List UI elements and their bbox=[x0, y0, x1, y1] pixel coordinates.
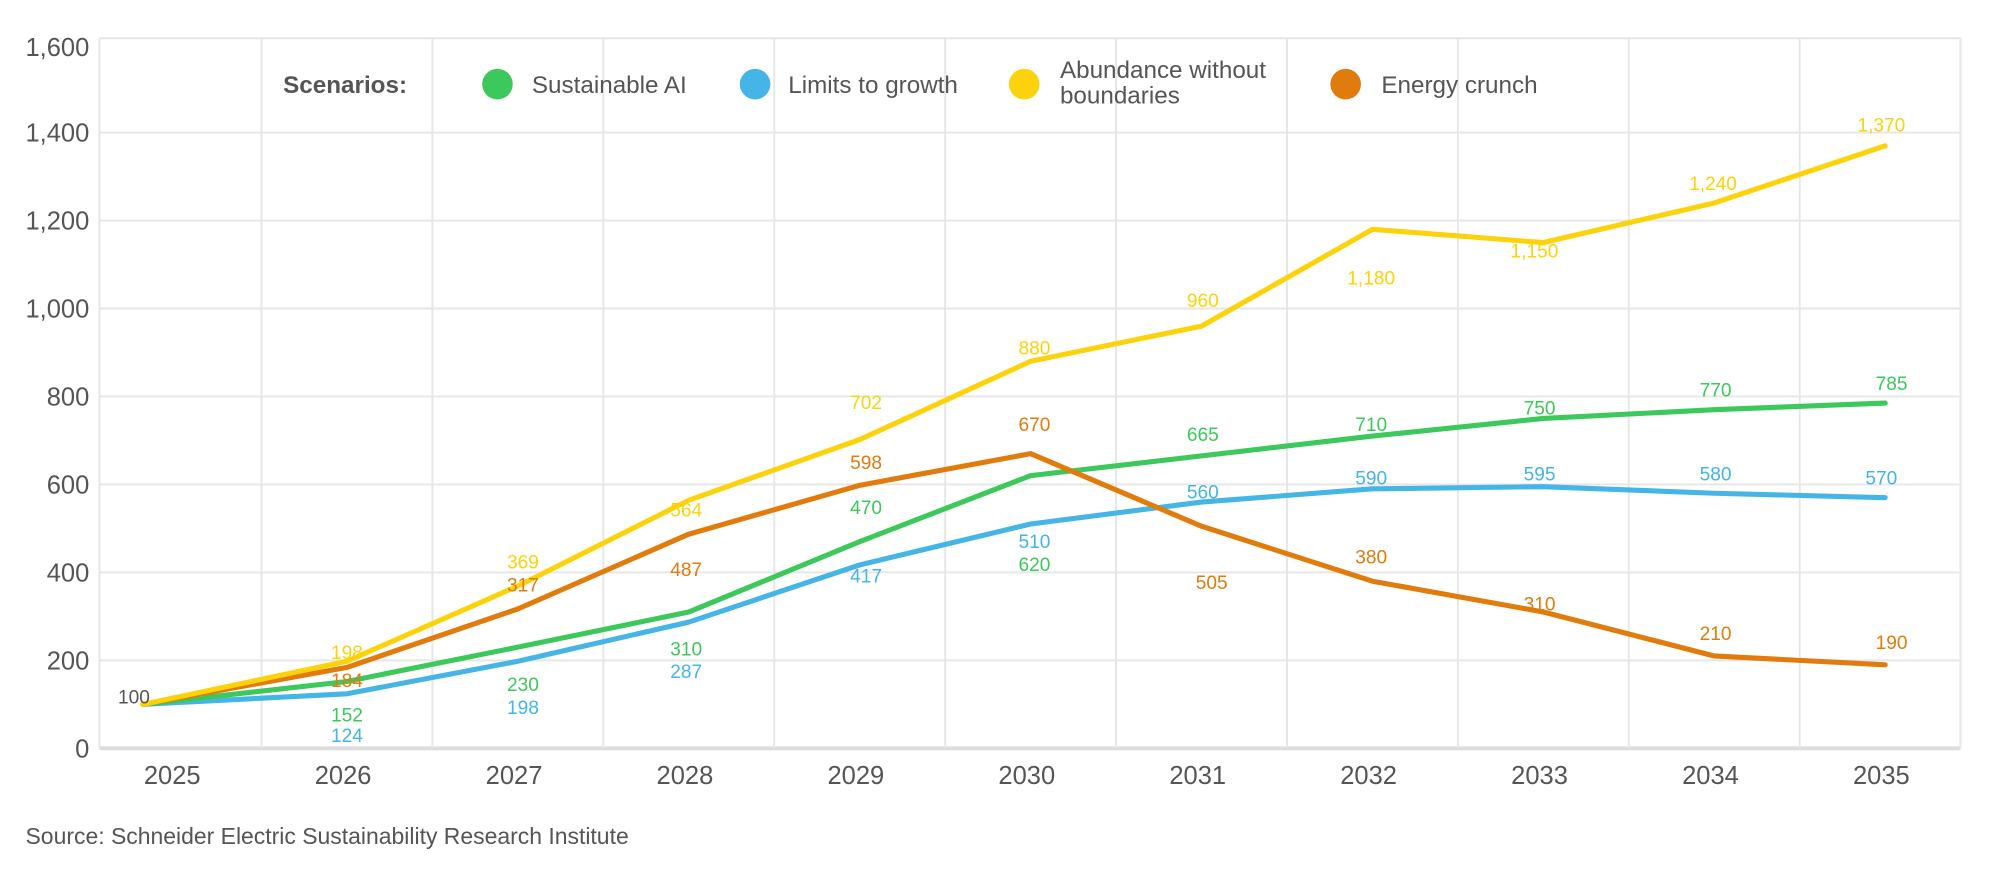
x-tick-label: 2029 bbox=[827, 762, 884, 790]
data-label: 210 bbox=[1700, 624, 1732, 645]
series-lines bbox=[140, 143, 1888, 707]
data-label: 190 bbox=[1876, 633, 1908, 654]
y-tick-label: 0 bbox=[75, 735, 89, 763]
data-label: 590 bbox=[1355, 468, 1387, 489]
data-label: 198 bbox=[507, 698, 539, 719]
data-label: 1,240 bbox=[1689, 174, 1737, 195]
legend: Scenarios: Sustainable AI Limits to growt… bbox=[283, 57, 1537, 109]
data-labels: 152 230 310 470 620 665 710 750 770 785 124 198 287 4… bbox=[118, 115, 1908, 747]
data-label: 670 bbox=[1018, 415, 1050, 436]
data-label: 564 bbox=[670, 500, 702, 521]
data-label: 369 bbox=[507, 553, 539, 574]
data-label: 417 bbox=[850, 567, 882, 588]
series-line-abundance-without-boundaries bbox=[140, 143, 1888, 707]
data-label: 287 bbox=[670, 662, 702, 683]
data-label: 785 bbox=[1876, 374, 1908, 395]
x-axis: 2025 2026 2027 2028 2029 2030 2031 2032 2033 2034… bbox=[144, 762, 1910, 790]
x-tick-label: 2034 bbox=[1682, 762, 1739, 790]
y-tick-label: 400 bbox=[47, 559, 90, 587]
data-label: 710 bbox=[1355, 415, 1387, 436]
series-line-sustainable-ai bbox=[140, 400, 1888, 707]
legend-title: Scenarios: bbox=[283, 72, 407, 99]
data-label: 580 bbox=[1700, 465, 1732, 486]
data-label: 1,180 bbox=[1347, 268, 1395, 289]
legend-entry: Limits to growth bbox=[788, 72, 958, 99]
data-label: 560 bbox=[1187, 482, 1219, 503]
x-tick-label: 2027 bbox=[486, 762, 543, 790]
legend-marker-icon bbox=[1008, 68, 1040, 100]
legend-marker-icon bbox=[1330, 68, 1361, 100]
data-label-start: 100 bbox=[118, 688, 150, 709]
data-label: 1,150 bbox=[1511, 242, 1559, 263]
data-label: 152 bbox=[331, 706, 363, 727]
legend-marker-icon bbox=[482, 68, 513, 100]
y-tick-label: 1,600 bbox=[25, 34, 89, 62]
legend-entry: Energy crunch bbox=[1381, 72, 1537, 99]
y-axis: 0 200 400 600 800 1,000 1,200 1,400 1,600 bbox=[25, 34, 89, 763]
x-tick-label: 2035 bbox=[1853, 762, 1910, 790]
data-label: 510 bbox=[1018, 532, 1050, 553]
data-label: 310 bbox=[1524, 595, 1556, 616]
data-label: 198 bbox=[331, 643, 363, 664]
y-tick-label: 600 bbox=[47, 471, 90, 499]
x-tick-label: 2033 bbox=[1511, 762, 1568, 790]
data-label: 124 bbox=[331, 726, 363, 747]
series-line-energy-crunch bbox=[140, 451, 1888, 707]
data-label: 317 bbox=[507, 576, 539, 597]
x-tick-label: 2032 bbox=[1340, 762, 1397, 790]
grid bbox=[98, 37, 1962, 751]
x-tick-label: 2031 bbox=[1169, 762, 1226, 790]
legend-entry: Abundance without boundaries bbox=[1060, 57, 1266, 109]
source-note: Source: Schneider Electric Sustainabilit… bbox=[26, 823, 629, 849]
data-label: 598 bbox=[850, 453, 882, 474]
data-label: 470 bbox=[850, 498, 882, 519]
data-label: 487 bbox=[670, 560, 702, 581]
legend-marker-icon bbox=[739, 68, 771, 100]
data-label: 310 bbox=[670, 639, 702, 660]
y-tick-label: 200 bbox=[47, 647, 90, 675]
x-tick-label: 2028 bbox=[657, 762, 714, 790]
y-tick-label: 1,400 bbox=[25, 120, 89, 148]
data-label: 1,370 bbox=[1857, 115, 1905, 136]
x-tick-label: 2030 bbox=[998, 762, 1055, 790]
y-tick-label: 1,000 bbox=[25, 295, 89, 323]
data-label: 960 bbox=[1187, 291, 1219, 312]
data-label: 570 bbox=[1865, 468, 1897, 489]
data-label: 665 bbox=[1187, 425, 1219, 446]
x-tick-label: 2025 bbox=[144, 762, 201, 790]
legend-entry: Sustainable AI bbox=[532, 72, 687, 99]
data-label: 750 bbox=[1524, 398, 1556, 419]
data-label: 702 bbox=[850, 393, 882, 414]
y-tick-label: 800 bbox=[47, 383, 90, 411]
data-label: 505 bbox=[1196, 573, 1228, 594]
data-label: 595 bbox=[1524, 465, 1556, 486]
data-label: 880 bbox=[1018, 338, 1050, 359]
data-label: 770 bbox=[1700, 380, 1732, 401]
x-tick-label: 2026 bbox=[315, 762, 372, 790]
y-tick-label: 1,200 bbox=[25, 207, 89, 235]
data-label: 620 bbox=[1018, 555, 1050, 576]
data-label: 230 bbox=[507, 675, 539, 696]
data-label: 184 bbox=[331, 671, 363, 692]
series-line-limits-to-growth bbox=[140, 484, 1888, 707]
data-label: 380 bbox=[1355, 547, 1387, 568]
